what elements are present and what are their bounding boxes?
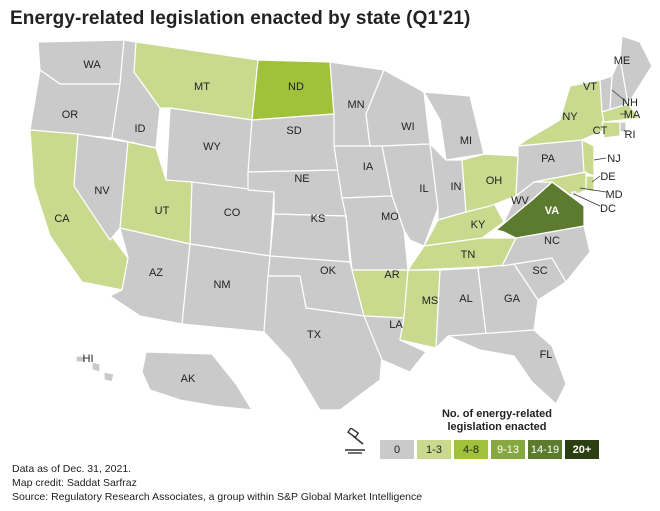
leader-line-de — [591, 175, 601, 183]
legend-swatch-14-19: 14-19 — [528, 440, 562, 459]
state-label-ma: MA — [624, 109, 641, 121]
state-sd — [247, 113, 339, 173]
state-label-ky: KY — [471, 219, 486, 231]
legend-swatch-9-13: 9-13 — [491, 440, 525, 459]
legend: 0 1-3 4-8 9-13 14-19 20+ — [380, 440, 599, 459]
state-label-mn: MN — [347, 99, 364, 111]
state-label-va: VA — [545, 205, 560, 217]
state-label-ar: AR — [384, 269, 399, 281]
state-label-md: MD — [605, 189, 622, 201]
state-co — [189, 181, 275, 257]
state-label-nh: NH — [622, 97, 638, 109]
leader-line-md — [579, 187, 607, 193]
legend-title-line2: legislation enacted — [447, 421, 547, 433]
legend-swatch-4-8: 4-8 — [454, 440, 488, 459]
state-label-hi: HI — [83, 353, 94, 365]
state-label-wv: WV — [511, 195, 529, 207]
footnote-credit: Map credit: Saddat Sarfraz — [12, 477, 137, 489]
state-label-ny: NY — [562, 111, 578, 123]
footnote-date: Data as of Dec. 31, 2021. — [12, 463, 132, 475]
state-label-or: OR — [62, 109, 79, 121]
state-label-nv: NV — [94, 185, 110, 197]
state-label-ok: OK — [320, 265, 337, 277]
state-label-dc: DC — [600, 203, 616, 215]
legend-title-line1: No. of energy-related — [441, 408, 553, 420]
state-label-fl: FL — [540, 349, 553, 361]
state-label-de: DE — [600, 171, 615, 183]
state-label-mi: MI — [460, 135, 472, 147]
footnote-source: Source: Regulatory Research Associates, … — [12, 491, 423, 503]
state-ct — [601, 121, 621, 139]
state-ma — [601, 103, 641, 123]
state-label-ne: NE — [294, 173, 309, 185]
state-label-ut: UT — [155, 205, 170, 217]
state-label-la: LA — [389, 319, 403, 331]
state-label-nc: NC — [544, 235, 560, 247]
state-label-al: AL — [459, 293, 472, 305]
state-label-sc: SC — [532, 265, 547, 277]
state-label-ri: RI — [625, 129, 636, 141]
state-label-nd: ND — [288, 81, 304, 93]
state-label-nm: NM — [213, 279, 230, 291]
state-label-ca: CA — [54, 213, 70, 225]
state-label-az: AZ — [149, 267, 163, 279]
state-ak — [141, 351, 253, 411]
state-label-wi: WI — [401, 121, 414, 133]
state-label-vt: VT — [583, 81, 597, 93]
state-label-il: IL — [419, 183, 428, 195]
state-label-wy: WY — [203, 141, 221, 153]
state-md — [533, 171, 587, 197]
legend-title: No. of energy-related legislation enacte… — [392, 408, 602, 434]
state-hi — [75, 355, 115, 383]
state-fl — [447, 329, 567, 405]
state-label-ct: CT — [593, 125, 608, 137]
state-label-pa: PA — [541, 153, 556, 165]
state-label-mo: MO — [381, 211, 399, 223]
legend-swatch-0: 0 — [380, 440, 414, 459]
state-label-sd: SD — [286, 125, 301, 137]
state-label-id: ID — [135, 123, 146, 135]
state-label-ak: AK — [181, 373, 196, 385]
state-nj — [581, 139, 595, 177]
gavel-icon — [343, 427, 375, 461]
legend-swatch-1-3: 1-3 — [417, 440, 451, 459]
state-label-tn: TN — [461, 249, 476, 261]
leader-line-nj — [593, 157, 607, 161]
state-label-co: CO — [224, 207, 241, 219]
state-label-wa: WA — [83, 59, 101, 71]
state-mi — [423, 91, 485, 161]
leader-line-nh — [611, 89, 625, 101]
state-label-ia: IA — [363, 161, 374, 173]
state-label-me: ME — [614, 55, 631, 67]
legend-swatch-20plus: 20+ — [565, 440, 599, 459]
leader-line-ri — [623, 129, 627, 133]
state-label-ms: MS — [422, 295, 439, 307]
state-label-ks: KS — [311, 213, 326, 225]
map-title: Energy-related legislation enacted by st… — [10, 8, 471, 29]
leader-line-dc — [573, 193, 601, 207]
state-label-in: IN — [451, 181, 462, 193]
state-label-nj: NJ — [607, 153, 620, 165]
state-label-tx: TX — [307, 329, 322, 341]
state-label-oh: OH — [486, 175, 503, 187]
state-label-mt: MT — [194, 81, 210, 93]
state-nv — [73, 133, 129, 241]
state-label-ga: GA — [504, 293, 521, 305]
